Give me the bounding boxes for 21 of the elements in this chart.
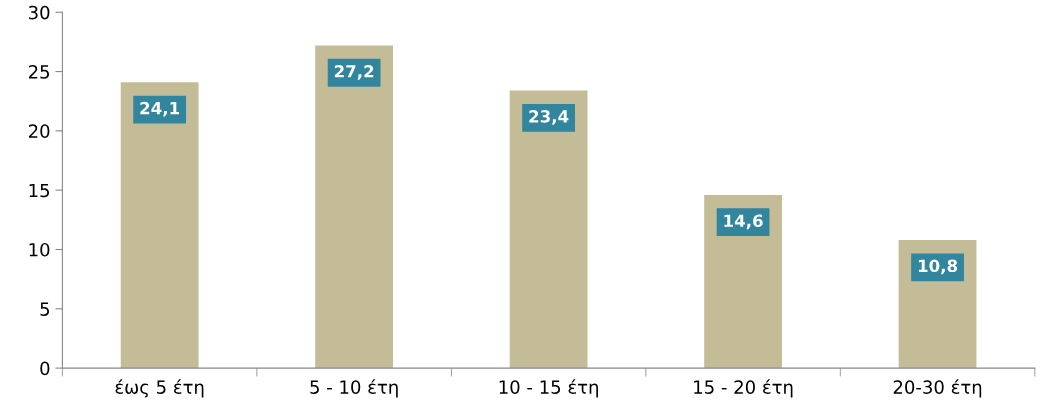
x-tick-label: 15 - 20 έτη	[694, 379, 793, 398]
y-tick-label: 0	[40, 361, 50, 376]
y-tick-label: 10	[29, 242, 50, 257]
x-tick-label: 20-30 έτη	[893, 379, 982, 398]
x-tick-label: 10 - 15 έτη	[499, 379, 598, 398]
bar	[120, 82, 199, 369]
y-tick-label: 20	[28, 124, 50, 138]
y-tick-label: 25	[28, 65, 50, 79]
data-label: 14,6	[724, 214, 763, 230]
bar	[704, 194, 782, 369]
data-label: 24,1	[140, 101, 180, 117]
y-tick-label: 5	[40, 302, 50, 316]
data-label: 27,2	[334, 64, 374, 80]
x-tick-label: έως 5 έτη	[115, 379, 204, 398]
data-label: 23,4	[529, 110, 569, 125]
x-tick-label: 5 - 10 έτη	[310, 379, 398, 398]
bar	[315, 45, 394, 369]
y-tick-label: 30	[29, 5, 50, 20]
y-tick-label: 15	[29, 183, 50, 198]
bar	[509, 90, 588, 369]
data-label: 10,8	[918, 259, 958, 275]
